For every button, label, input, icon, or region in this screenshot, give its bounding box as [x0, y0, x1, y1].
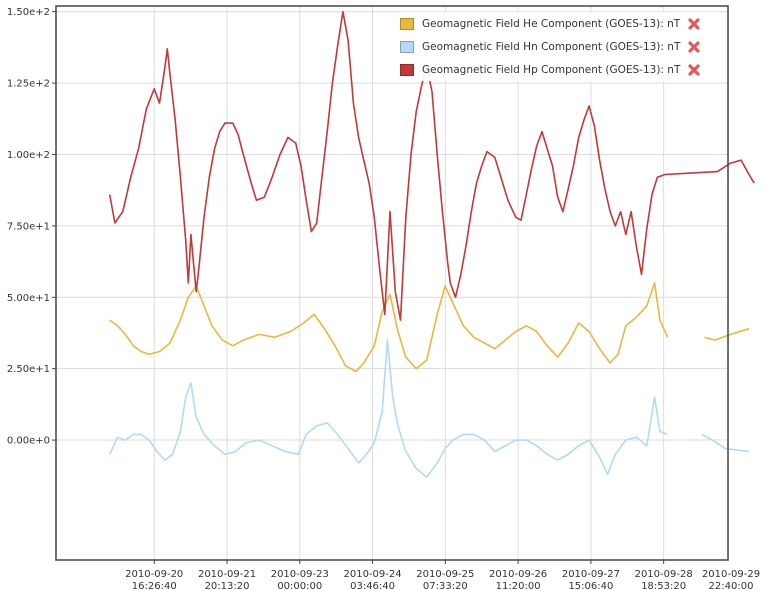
y-tick-label-2: 5.00e+1	[7, 293, 50, 304]
x-tick-date-6: 2010-09-27	[562, 569, 620, 580]
series-0-line-0	[109, 282, 669, 373]
y-tick-label-1: 2.50e+1	[7, 364, 50, 375]
legend: Geomagnetic Field He Component (GOES-13)…	[400, 12, 720, 81]
x-tick-time-7: 18:53:20	[641, 581, 686, 590]
x-tick-time-5: 11:20:00	[496, 581, 541, 590]
plot-area	[55, 5, 729, 561]
legend-item-he: Geomagnetic Field He Component (GOES-13)…	[400, 12, 720, 35]
x-tick-time-6: 15:06:40	[568, 581, 613, 590]
legend-item-hn: Geomagnetic Field Hn Component (GOES-13)…	[400, 35, 720, 58]
remove-series-hp-icon[interactable]	[687, 63, 701, 77]
x-tick-date-1: 2010-09-21	[198, 569, 256, 580]
x-tick-date-8: 2010-09-29	[702, 569, 760, 580]
x-tick-time-8: 22:40:00	[709, 581, 754, 590]
y-tick-label-6: 1.50e+2	[7, 7, 50, 18]
plot-border	[55, 5, 729, 561]
x-tick-date-7: 2010-09-28	[635, 569, 693, 580]
x-tick-time-1: 20:13:20	[205, 581, 250, 590]
series-0-line-1	[704, 327, 750, 341]
legend-item-hp: Geomagnetic Field Hp Component (GOES-13)…	[400, 58, 720, 81]
y-tick-label-0: 0.00e+0	[7, 436, 50, 447]
x-tick-time-2: 00:00:00	[277, 581, 322, 590]
series-2-line-0	[108, 10, 755, 321]
y-tick-label-4: 1.00e+2	[7, 150, 50, 161]
x-tick-time-4: 07:33:20	[423, 581, 468, 590]
legend-label-hp: Geomagnetic Field Hp Component (GOES-13)…	[422, 63, 681, 76]
legend-label-he: Geomagnetic Field He Component (GOES-13)…	[422, 17, 681, 30]
grid	[56, 6, 728, 560]
x-tick-time-0: 16:26:40	[132, 581, 177, 590]
series-layer	[108, 10, 755, 478]
x-tick-date-2: 2010-09-23	[271, 569, 329, 580]
series-1-line-0	[108, 339, 668, 478]
x-tick-date-0: 2010-09-20	[125, 569, 183, 580]
series-1-line-1	[701, 433, 750, 453]
x-tick-date-3: 2010-09-24	[343, 569, 401, 580]
legend-swatch-hp	[400, 63, 414, 76]
legend-swatch-he	[400, 17, 414, 30]
y-tick-label-5: 1.25e+2	[7, 79, 50, 90]
remove-series-he-icon[interactable]	[687, 17, 701, 31]
remove-series-hn-icon[interactable]	[687, 40, 701, 54]
y-tick-label-3: 7.50e+1	[7, 221, 50, 232]
x-tick-date-4: 2010-09-25	[416, 569, 474, 580]
x-tick-time-3: 03:46:40	[350, 581, 395, 590]
legend-label-hn: Geomagnetic Field Hn Component (GOES-13)…	[422, 40, 681, 53]
x-tick-date-5: 2010-09-26	[489, 569, 547, 580]
y-axis: 0.00e+0 2.50e+1 5.00e+1 7.50e+1 1.00e+2 1.25e…	[7, 7, 56, 447]
legend-swatch-hn	[400, 40, 414, 53]
